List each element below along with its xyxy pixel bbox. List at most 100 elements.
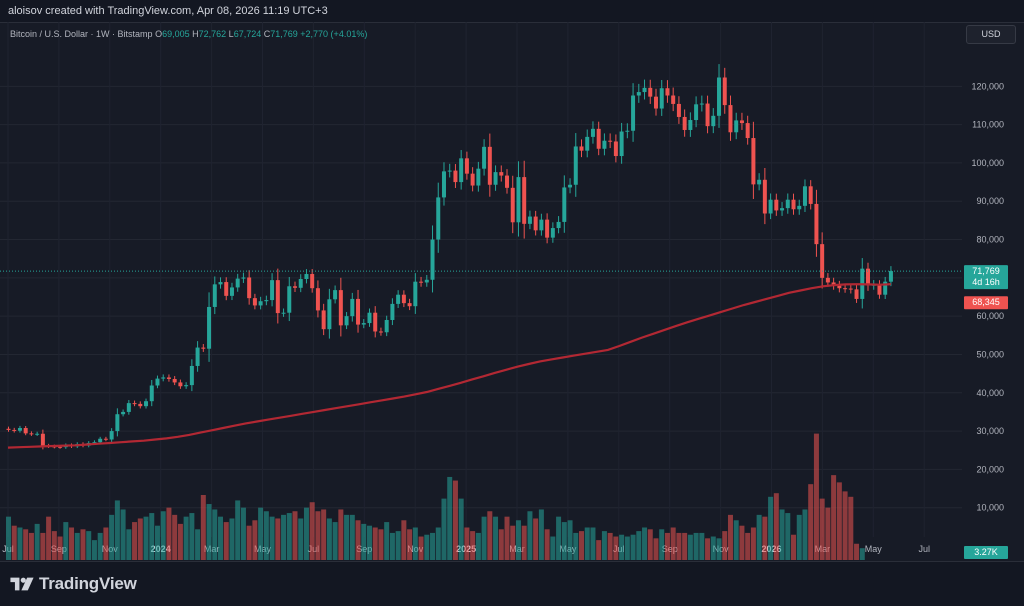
volume-bar [395, 531, 401, 560]
volume-bar [693, 532, 699, 560]
volume-bar [366, 525, 372, 560]
volume-bar [292, 511, 298, 560]
volume-bar [412, 527, 418, 560]
candle-body [293, 286, 297, 288]
volume-bar [441, 498, 447, 560]
volume-bar [601, 531, 607, 560]
volume-bar [103, 527, 109, 560]
candle-body [241, 277, 246, 279]
volume-bar [355, 520, 361, 560]
candle-body [310, 274, 315, 289]
candle-body [115, 414, 120, 432]
candle-body [281, 312, 286, 314]
volume-bar [252, 520, 258, 560]
price-tick-label: 50,000 [976, 349, 1004, 359]
volume-bar [195, 529, 201, 560]
candle-body [659, 88, 664, 109]
volume-bar [40, 532, 46, 560]
candle-body [888, 271, 893, 282]
volume-bar [756, 514, 762, 560]
volume-bar [716, 538, 722, 560]
candle-body [585, 136, 590, 151]
volume-bars [6, 433, 865, 560]
time-tick-label: Mar [204, 544, 220, 554]
candle-body [58, 446, 63, 448]
volume-bar [573, 532, 579, 560]
volume-bar [619, 534, 625, 560]
candle-body [613, 141, 618, 157]
currency-button[interactable]: USD [966, 25, 1016, 44]
volume-bar [727, 514, 733, 560]
candle-body [121, 411, 126, 415]
candle-body [144, 401, 149, 407]
volume-bar [172, 514, 178, 560]
candle-body [636, 92, 641, 96]
tradingview-logo[interactable]: TradingView [9, 574, 137, 594]
volume-bar [51, 531, 57, 560]
volume-bar [773, 493, 779, 560]
candle-body [384, 319, 389, 333]
candle-body [568, 184, 573, 188]
candle-body [166, 377, 171, 379]
top-bar: aloisov created with TradingView.com, Ap… [0, 0, 1024, 22]
candle-body [717, 77, 722, 116]
volume-bar [584, 527, 590, 560]
candle-body [825, 277, 830, 283]
candle-body [745, 123, 750, 139]
candle-body [602, 140, 607, 149]
candle-body [189, 365, 194, 386]
candle-body [699, 103, 704, 105]
volume-bar [630, 534, 636, 560]
ma-value-tag-text: 68,345 [972, 297, 1000, 307]
volume-bar [212, 509, 218, 560]
last-price-tag-bg [964, 265, 1008, 290]
candle-body [476, 168, 481, 186]
volume-bar [384, 522, 390, 560]
low-label: L [228, 29, 234, 39]
candle-body [608, 140, 613, 142]
candle-body [356, 298, 361, 325]
candle-body [35, 433, 40, 435]
volume-bar [710, 536, 716, 560]
candle-body [722, 77, 727, 106]
candle-body [6, 428, 11, 430]
volume-bar [206, 504, 212, 560]
volume-bar [544, 529, 550, 560]
volume-bar [722, 531, 728, 560]
candle-body [579, 146, 584, 151]
candle-body [178, 382, 183, 387]
candle-body [396, 294, 401, 304]
candle-body [333, 290, 338, 300]
volume-bar [401, 520, 407, 560]
candle-body [235, 278, 240, 288]
candle-body [321, 310, 326, 330]
price-tick-label: 20,000 [976, 464, 1004, 474]
candle-body [814, 203, 819, 245]
price-chart[interactable]: 10,00020,00030,00040,00050,00060,00070,0… [0, 22, 1024, 562]
candle-body [831, 282, 836, 286]
volume-bar [515, 520, 521, 560]
candle-body [625, 130, 630, 132]
candle-body [791, 199, 796, 210]
volume-value-tag: 3.27K [964, 546, 1008, 559]
volume-bar [246, 525, 252, 560]
candle-body [768, 199, 773, 214]
candle-body [430, 239, 435, 280]
candle-body [441, 171, 446, 198]
candle-body [676, 103, 681, 117]
chart-frame [0, 22, 1024, 562]
time-tick-label: May [865, 544, 883, 554]
time-tick-label: 2024 [151, 544, 171, 554]
tradingview-logo-icon [10, 577, 34, 591]
volume-bar [808, 484, 814, 560]
volume-bar [538, 509, 544, 560]
volume-bar [452, 480, 458, 560]
price-tick-label: 120,000 [971, 81, 1004, 91]
volume-bar [687, 534, 693, 560]
candle-body [247, 277, 252, 299]
volume-bar [785, 513, 791, 560]
candle-body [785, 199, 790, 209]
candle-body [103, 438, 108, 440]
candle-body [653, 96, 658, 109]
